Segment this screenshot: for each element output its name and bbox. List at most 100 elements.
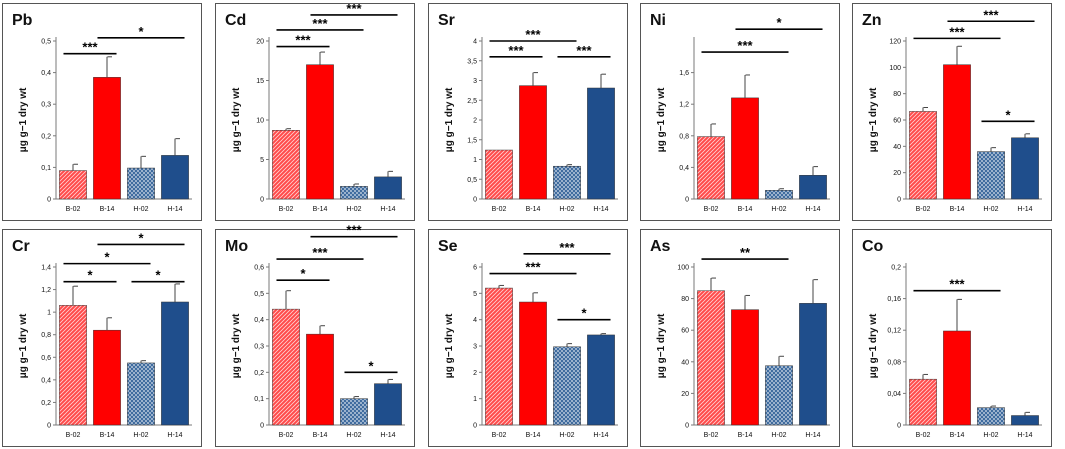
significance-label: *	[368, 358, 374, 373]
bar-h-02	[340, 186, 368, 200]
y-tick-label: 1	[47, 310, 51, 317]
category-label: B-02	[492, 206, 507, 213]
bar-b-02	[485, 287, 513, 426]
y-tick-label: 0,4	[41, 377, 51, 384]
category-label: H-14	[1017, 206, 1032, 213]
category-label: H-02	[559, 206, 574, 213]
y-tick-label: 80	[893, 91, 901, 98]
category-label: B-14	[526, 432, 541, 439]
significance-label: ***	[508, 43, 524, 58]
y-tick-label: 0,2	[41, 133, 51, 140]
y-tick-label: 5	[260, 157, 264, 164]
category-label: B-14	[526, 206, 541, 213]
y-tick-label: 10	[256, 118, 264, 125]
category-label: H-14	[805, 206, 820, 213]
chart-panel-ni: Ni μg g−1 dry wt 0 0,4 0,8 1,2 1,6 B-02 B-14 H-02…	[640, 3, 840, 221]
category-label: H-02	[133, 206, 148, 213]
bar-h-02	[553, 346, 581, 426]
category-label: B-02	[492, 432, 507, 439]
category-label: H-14	[380, 432, 395, 439]
y-tick-label: 5	[473, 291, 477, 298]
y-tick-label: 0,5	[254, 291, 264, 298]
category-label: H-14	[805, 432, 820, 439]
y-tick-label: 0,4	[254, 317, 264, 324]
significance-label: *	[104, 250, 110, 265]
y-tick-label: 0,8	[679, 133, 689, 140]
y-tick-label: 20	[893, 170, 901, 177]
y-tick-label: 100	[889, 65, 901, 72]
bar-b-14	[519, 85, 547, 200]
y-tick-label: 0,6	[254, 265, 264, 272]
y-axis-label: μg g−1 dry wt	[231, 313, 242, 378]
chart-panel-co: Co μg g−1 dry wt 0 0,04 0,08 0,12 0,16 0,2 B-02 B…	[852, 229, 1052, 447]
bar-b-14	[943, 64, 971, 200]
category-label: B-14	[313, 432, 328, 439]
significance-label: *	[155, 268, 161, 283]
category-label: B-02	[279, 432, 294, 439]
bar-b-02	[697, 136, 725, 200]
category-label: B-14	[738, 432, 753, 439]
bar-h-02	[340, 398, 368, 426]
y-tick-label: 0,4	[41, 70, 51, 77]
category-label: H-14	[1017, 432, 1032, 439]
significance-label: *	[1005, 107, 1011, 122]
category-label: H-14	[167, 206, 182, 213]
y-tick-label: 0,5	[467, 177, 477, 184]
bar-b-14	[93, 329, 121, 426]
y-tick-label: 0,1	[254, 396, 264, 403]
significance-label: ***	[346, 223, 362, 238]
y-tick-label: 0	[685, 423, 689, 430]
y-tick-label: 0	[897, 423, 901, 430]
y-axis-label: μg g−1 dry wt	[231, 87, 242, 152]
y-tick-label: 60	[681, 328, 689, 335]
y-tick-label: 0,8	[41, 332, 51, 339]
significance-label: *	[581, 306, 587, 321]
y-axis-label: μg g−1 dry wt	[444, 313, 455, 378]
y-tick-label: 0,5	[41, 39, 51, 46]
category-label: H-14	[593, 206, 608, 213]
bar-b-02	[59, 170, 87, 200]
y-tick-label: 1	[473, 157, 477, 164]
significance-label: **	[740, 245, 751, 260]
significance-label: ***	[949, 24, 965, 39]
category-label: H-02	[771, 432, 786, 439]
bar-h-02	[553, 165, 581, 200]
y-tick-label: 0,4	[679, 165, 689, 172]
y-tick-label: 0,3	[41, 102, 51, 109]
bar-h-14	[1011, 415, 1039, 426]
y-tick-label: 120	[889, 39, 901, 46]
y-tick-label: 0	[260, 423, 264, 430]
category-label: B-02	[279, 206, 294, 213]
y-tick-label: 0,2	[41, 400, 51, 407]
y-axis-label: μg g−1 dry wt	[868, 87, 879, 152]
bar-b-14	[519, 301, 547, 426]
bar-h-14	[587, 334, 615, 426]
category-label: B-02	[916, 432, 931, 439]
bar-b-02	[485, 149, 513, 200]
chart-panel-mo: Mo μg g−1 dry wt 0 0,1 0,2 0,3 0,4 0,5 0,6 B-02 B-…	[215, 223, 415, 447]
y-tick-label: 3,5	[467, 58, 477, 65]
y-tick-label: 0	[473, 423, 477, 430]
bar-h-14	[587, 87, 615, 200]
significance-label: ***	[983, 7, 999, 22]
category-label: H-14	[593, 432, 608, 439]
y-tick-label: 1,2	[41, 287, 51, 294]
bar-h-14	[374, 176, 402, 200]
y-tick-label: 80	[681, 296, 689, 303]
y-tick-label: 0	[260, 197, 264, 204]
chart-panel-as: As μg g−1 dry wt 0 20 40 60 80 100 B-02 B-14 H-02 H…	[640, 229, 840, 447]
bar-b-02	[909, 111, 937, 200]
category-label: H-02	[983, 206, 998, 213]
category-label: B-14	[100, 206, 115, 213]
chart-panel-sr: Sr μg g−1 dry wt 0 0,5 1 1,5 2 2,5 3 3,5 4 B-02 B-14…	[428, 3, 628, 221]
y-tick-label: 0,08	[887, 359, 901, 366]
y-tick-label: 1,5	[467, 137, 477, 144]
bar-h-14	[1011, 137, 1039, 200]
significance-label: ***	[312, 16, 328, 31]
bar-h-02	[127, 167, 155, 200]
y-tick-label: 40	[893, 144, 901, 151]
y-tick-label: 0,16	[887, 296, 901, 303]
y-axis-label: μg g−1 dry wt	[444, 87, 455, 152]
bar-h-14	[161, 301, 189, 426]
